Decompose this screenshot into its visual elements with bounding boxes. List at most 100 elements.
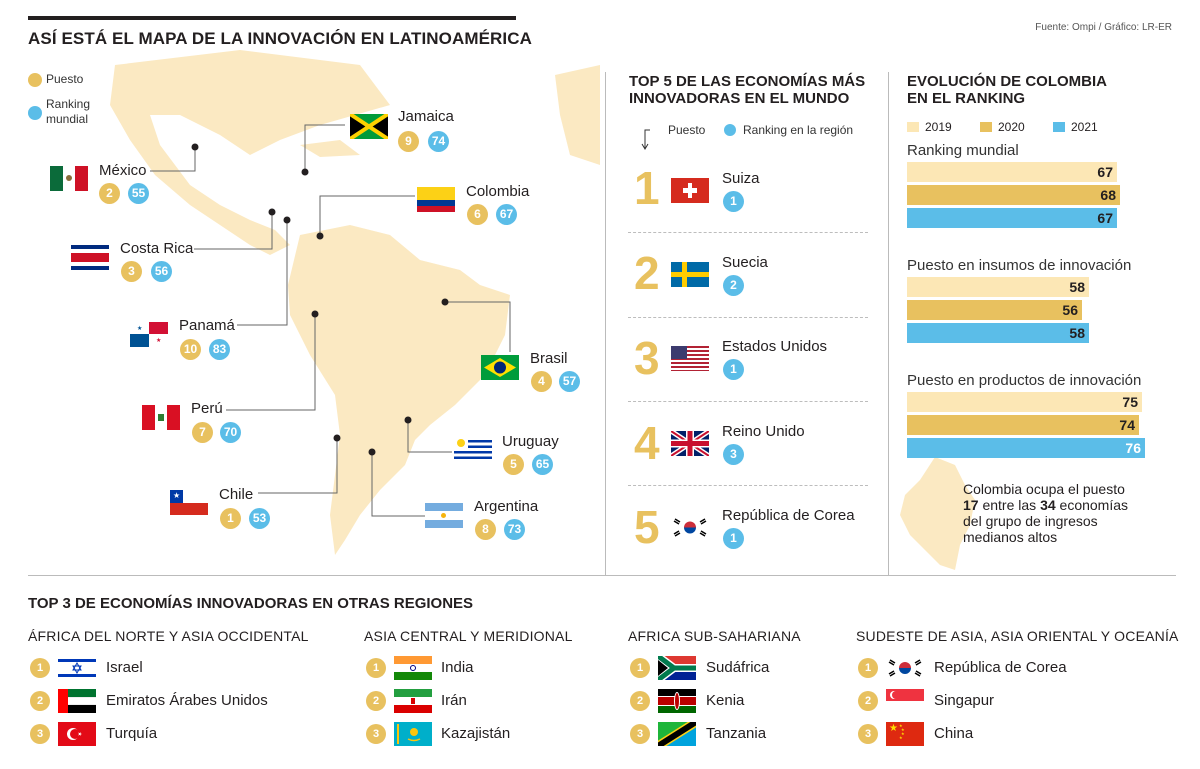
region3-rank-1: 1 [630,658,650,678]
flag-jamaica-icon [350,114,388,139]
region4-name-2: Singapur [934,692,995,709]
country-name-costa-rica: Costa Rica [120,240,194,257]
flag-estados-unidos-icon [671,346,709,371]
region1-name-1: Israel [106,659,143,676]
flag-costa-rica-icon [71,245,109,270]
chart-bar-2019 [907,392,1142,412]
legend-blue-dot [28,106,42,120]
top5-region-badge-2: 2 [723,275,744,296]
evolution-note: Colombia ocupa el puesto 17 entre las 34… [963,481,1128,545]
pin-costa-rica [268,208,276,216]
top5-rank-2: 2 [634,247,660,299]
region2-rank-2: 2 [366,691,386,711]
latam-map [110,50,600,555]
flag-emiratos-icon [58,689,96,713]
country-name-brasil: Brasil [530,350,568,367]
top5-rank-5: 5 [634,501,660,553]
top5-separator [628,317,868,318]
legend-swatch-2020 [980,122,992,132]
top5-rank-4: 4 [634,417,660,469]
colombia-silhouette [900,457,975,570]
flag-suecia-icon [671,262,709,287]
top5-region-badge-3: 1 [723,359,744,380]
legend-label-2019: 2019 [925,120,952,134]
pin-mexico [191,143,199,151]
chart-bar-2021 [907,438,1145,458]
pin-peru [311,310,319,318]
flag-india-icon [394,656,432,680]
country-name-panama: Panamá [179,317,235,334]
region4-rank-2: 2 [858,691,878,711]
chart-value-label: 76 [1125,440,1141,456]
flag-sudafrica-icon [658,656,696,680]
top5-legend-puesto: Puesto [668,123,706,137]
top5-region-badge-5: 1 [723,528,744,549]
evolution-note-line1: Colombia ocupa el puesto [963,481,1125,497]
flag-turquia-icon [58,722,96,746]
puesto-badge-argentina: 8 [475,519,496,540]
flag-kenia-icon [658,689,696,713]
evolution-note-line2: 17 entre las 34 economías [963,497,1128,513]
puesto-badge-panama: 10 [180,339,201,360]
region3-name-3: Tanzania [706,725,767,742]
ranking-badge-brasil: 57 [559,371,580,392]
pin-uruguay [404,416,412,424]
top5-rank-3: 3 [634,332,660,384]
top5-name-4: Reino Unido [722,423,805,440]
region-title-3: AFRICA SUB-SAHARIANA [628,628,801,644]
chart-bar-2020 [907,415,1139,435]
flag-suiza-icon [671,178,709,203]
top5-name-1: Suiza [722,170,760,187]
flag-kazajistan-icon [394,722,432,746]
region2-name-3: Kazajistán [441,725,511,742]
evolution-note-line4: medianos altos [963,529,1058,545]
legend-puesto-label: Puesto [46,72,84,86]
flag-brasil-icon [481,355,519,380]
region3-name-2: Kenia [706,692,745,709]
title-rule [28,16,516,20]
top5-separator [628,232,868,233]
ranking-badge-mexico: 55 [128,183,149,204]
chart-bar-2021 [907,323,1089,343]
chart-bar-2020 [907,185,1120,205]
top5-rank-1: 1 [634,162,660,214]
ranking-badge-colombia: 67 [496,204,517,225]
chart-value-label: 58 [1069,279,1085,295]
flag-corea-region-icon [886,656,924,680]
region4-rank-1: 1 [858,658,878,678]
evolution-title-line1: EVOLUCIÓN DE COLOMBIA [907,73,1108,90]
flag-panama-icon: ★ ★ [130,322,168,347]
divider-evolution [888,72,889,575]
map-south-america [288,225,510,555]
chart-bar-2021 [907,208,1117,228]
region2-rank-3: 3 [366,724,386,744]
regions-title: TOP 3 DE ECONOMÍAS INNOVADORAS EN OTRAS … [28,595,474,612]
puesto-badge-chile: 1 [220,508,241,529]
top5-region-badge-1: 1 [723,191,744,212]
pin-colombia [316,232,324,240]
chart-value-label: 74 [1119,417,1135,433]
country-name-jamaica: Jamaica [398,108,454,125]
puesto-badge-costa-rica: 3 [121,261,142,282]
evolution-note-end: economías [1055,497,1129,513]
chart-value-label: 75 [1122,394,1138,410]
pin-jamaica [301,168,309,176]
ranking-badge-peru: 70 [220,422,241,443]
country-name-mexico: México [99,162,147,179]
ranking-badge-costa-rica: 56 [151,261,172,282]
ranking-badge-jamaica: 74 [428,131,449,152]
country-name-colombia: Colombia [466,183,530,200]
legend-ranking-label-1: Ranking [46,97,91,111]
top5-name-2: Suecia [722,254,768,271]
puesto-badge-colombia: 6 [467,204,488,225]
chart-value-label: 56 [1062,302,1078,318]
evolution-note-num2: 34 [1040,497,1056,513]
legend-label-2020: 2020 [998,120,1025,134]
pin-chile [333,434,341,442]
ranking-badge-panama: 83 [209,339,230,360]
top5-legend-blue-dot [724,124,736,136]
map-africa-hint [555,65,600,165]
evolution-title: EVOLUCIÓN DE COLOMBIA EN EL RANKING [907,73,1107,107]
region4-rank-3: 3 [858,724,878,744]
flag-peru-icon [142,405,180,430]
